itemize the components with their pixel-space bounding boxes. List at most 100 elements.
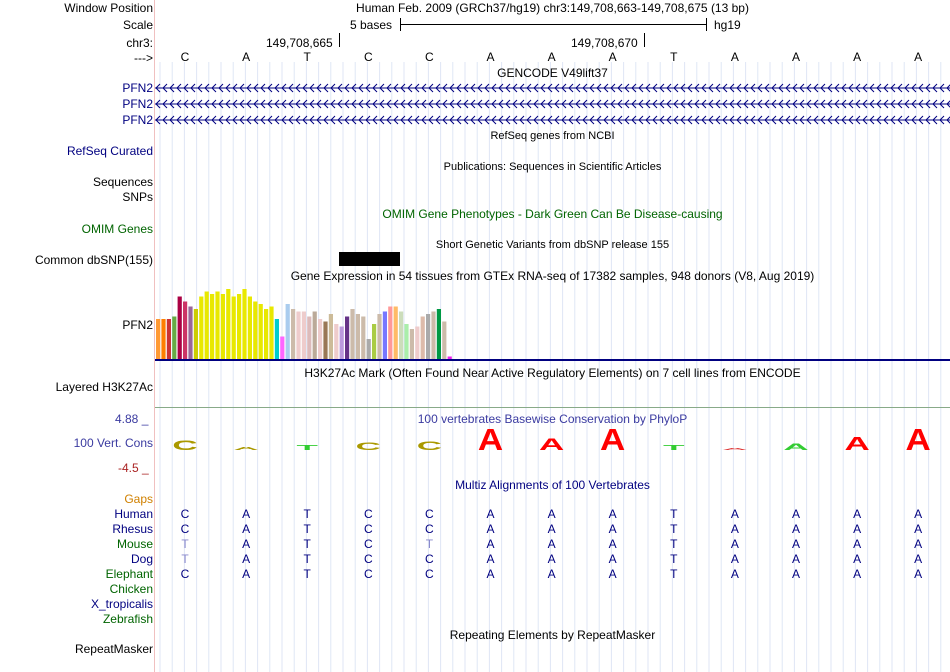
h3k27ac-track-title[interactable]: H3K27Ac Mark (Often Found Near Active Re…: [304, 366, 801, 380]
gtex-tissue-bar[interactable]: [361, 316, 366, 360]
gencode-track-title[interactable]: GENCODE V49lift37: [497, 66, 608, 80]
species-label[interactable]: Elephant: [105, 567, 153, 581]
gtex-tissue-bar[interactable]: [296, 311, 301, 360]
gtex-tissue-bar[interactable]: [183, 301, 188, 360]
gtex-gene-label[interactable]: PFN2: [122, 318, 153, 332]
gtex-tissue-bar[interactable]: [177, 296, 182, 360]
alignment-base: A: [547, 552, 556, 566]
gtex-tissue-bar[interactable]: [366, 339, 371, 359]
gtex-baseline: [155, 359, 950, 361]
gtex-tissue-bar[interactable]: [436, 309, 441, 359]
gtex-tissue-bar[interactable]: [350, 309, 355, 359]
gtex-tissue-bar[interactable]: [226, 289, 231, 359]
alignment-base: T: [670, 567, 678, 581]
omim-label[interactable]: OMIM Genes: [81, 222, 153, 236]
pubs-track-title[interactable]: Publications: Sequences in Scientific Ar…: [443, 161, 662, 173]
gtex-tissue-bar[interactable]: [307, 316, 312, 360]
phylop-label[interactable]: 100 Vert. Cons: [73, 436, 153, 450]
species-label[interactable]: Rhesus: [112, 522, 153, 536]
gaps-label[interactable]: Gaps: [124, 492, 153, 506]
omim-track-title[interactable]: OMIM Gene Phenotypes - Dark Green Can Be…: [382, 207, 723, 221]
gtex-tissue-bar[interactable]: [166, 319, 171, 359]
scale-text: 5 bases: [350, 18, 393, 32]
h3k27ac-label[interactable]: Layered H3K27Ac: [55, 380, 153, 394]
gtex-tissue-bar[interactable]: [188, 306, 193, 360]
gtex-tissue-bar[interactable]: [442, 321, 447, 360]
gencode-gene-label-1[interactable]: PFN2: [122, 81, 153, 95]
gtex-tissue-bar[interactable]: [215, 291, 220, 360]
gtex-tissue-bar[interactable]: [399, 311, 404, 360]
species-label[interactable]: Mouse: [116, 537, 153, 551]
gtex-tissue-bar[interactable]: [431, 311, 436, 360]
snps-label[interactable]: SNPs: [122, 190, 153, 204]
gtex-tissue-bar[interactable]: [415, 326, 420, 360]
alignment-base: C: [363, 522, 373, 536]
gtex-tissue-bar[interactable]: [220, 294, 225, 359]
refseq-track-title[interactable]: RefSeq genes from NCBI: [490, 130, 615, 142]
gtex-tissue-bar[interactable]: [291, 309, 296, 359]
dbsnp-track-title[interactable]: Short Genetic Variants from dbSNP releas…: [435, 239, 670, 251]
dbsnp-variant-block[interactable]: [339, 252, 400, 266]
gtex-tissue-bar[interactable]: [447, 356, 452, 360]
dbsnp-label[interactable]: Common dbSNP(155): [34, 253, 153, 267]
phylop-track-title[interactable]: 100 vertebrates Basewise Conservation by…: [417, 412, 688, 426]
gtex-tissue-bar[interactable]: [318, 319, 323, 359]
alignment-base: A: [486, 552, 495, 566]
gtex-tissue-bar[interactable]: [382, 311, 387, 360]
species-label[interactable]: Human: [114, 507, 153, 521]
gtex-tissue-bar[interactable]: [269, 306, 274, 360]
gtex-tissue-bar[interactable]: [328, 314, 333, 359]
gtex-tissue-bar[interactable]: [231, 296, 236, 360]
species-label[interactable]: Dog: [130, 552, 153, 566]
gtex-tissue-bar[interactable]: [156, 319, 161, 359]
gtex-tissue-bar[interactable]: [377, 314, 382, 359]
gencode-gene-label-3[interactable]: PFN2: [122, 113, 153, 127]
gtex-tissue-bar[interactable]: [426, 314, 431, 359]
repeatmasker-label[interactable]: RepeatMasker: [74, 642, 153, 656]
multiz-track-title[interactable]: Multiz Alignments of 100 Vertebrates: [455, 478, 650, 492]
gtex-tissue-bar[interactable]: [204, 291, 209, 360]
repeat-track-title[interactable]: Repeating Elements by RepeatMasker: [449, 628, 656, 642]
gtex-tissue-bar[interactable]: [264, 309, 269, 359]
gtex-tissue-bar[interactable]: [237, 294, 242, 359]
alignment-base: T: [425, 537, 434, 551]
gtex-tissue-bar[interactable]: [253, 301, 258, 360]
gtex-tissue-bar[interactable]: [393, 306, 398, 360]
gtex-tissue-bar[interactable]: [258, 304, 263, 359]
gtex-tissue-bar[interactable]: [301, 311, 306, 360]
gtex-tissue-bar[interactable]: [334, 324, 339, 359]
gtex-tissue-bar[interactable]: [355, 314, 360, 359]
species-label[interactable]: X_tropicalis: [90, 597, 153, 611]
gtex-tissue-bar[interactable]: [285, 304, 290, 359]
gtex-tissue-bar[interactable]: [388, 306, 393, 360]
sequences-label[interactable]: Sequences: [92, 175, 153, 189]
species-label[interactable]: Zebrafish: [102, 612, 153, 626]
gtex-tissue-bar[interactable]: [280, 336, 285, 360]
gtex-tissue-bar[interactable]: [242, 289, 247, 359]
gtex-tissue-bar[interactable]: [372, 324, 377, 359]
gtex-track-title[interactable]: Gene Expression in 54 tissues from GTEx …: [290, 269, 815, 283]
gtex-tissue-bar[interactable]: [345, 316, 350, 360]
gtex-tissue-bar[interactable]: [247, 296, 252, 360]
gtex-tissue-bar[interactable]: [274, 319, 279, 359]
gtex-tissue-bar[interactable]: [323, 321, 328, 360]
gtex-tissue-bar[interactable]: [210, 294, 215, 359]
gtex-tissue-bar[interactable]: [404, 324, 409, 359]
gtex-expression-chart[interactable]: [155, 284, 950, 360]
refseq-label[interactable]: RefSeq Curated: [66, 144, 153, 158]
gtex-tissue-bar[interactable]: [312, 311, 317, 360]
gtex-tissue-bar[interactable]: [199, 296, 204, 360]
gtex-tissue-bar[interactable]: [161, 319, 166, 359]
gtex-tissue-bar[interactable]: [420, 316, 425, 360]
alignment-base: A: [791, 507, 800, 521]
gencode-gene-label-2[interactable]: PFN2: [122, 97, 153, 111]
gencode-intron-lines[interactable]: [155, 80, 950, 126]
gtex-tissue-bar[interactable]: [339, 326, 344, 360]
gtex-tissue-bar[interactable]: [193, 309, 198, 359]
gtex-tissue-bar[interactable]: [409, 329, 414, 359]
gtex-tissue-bar[interactable]: [172, 316, 177, 360]
base-letter: A: [730, 50, 739, 64]
species-label[interactable]: Chicken: [109, 582, 153, 596]
